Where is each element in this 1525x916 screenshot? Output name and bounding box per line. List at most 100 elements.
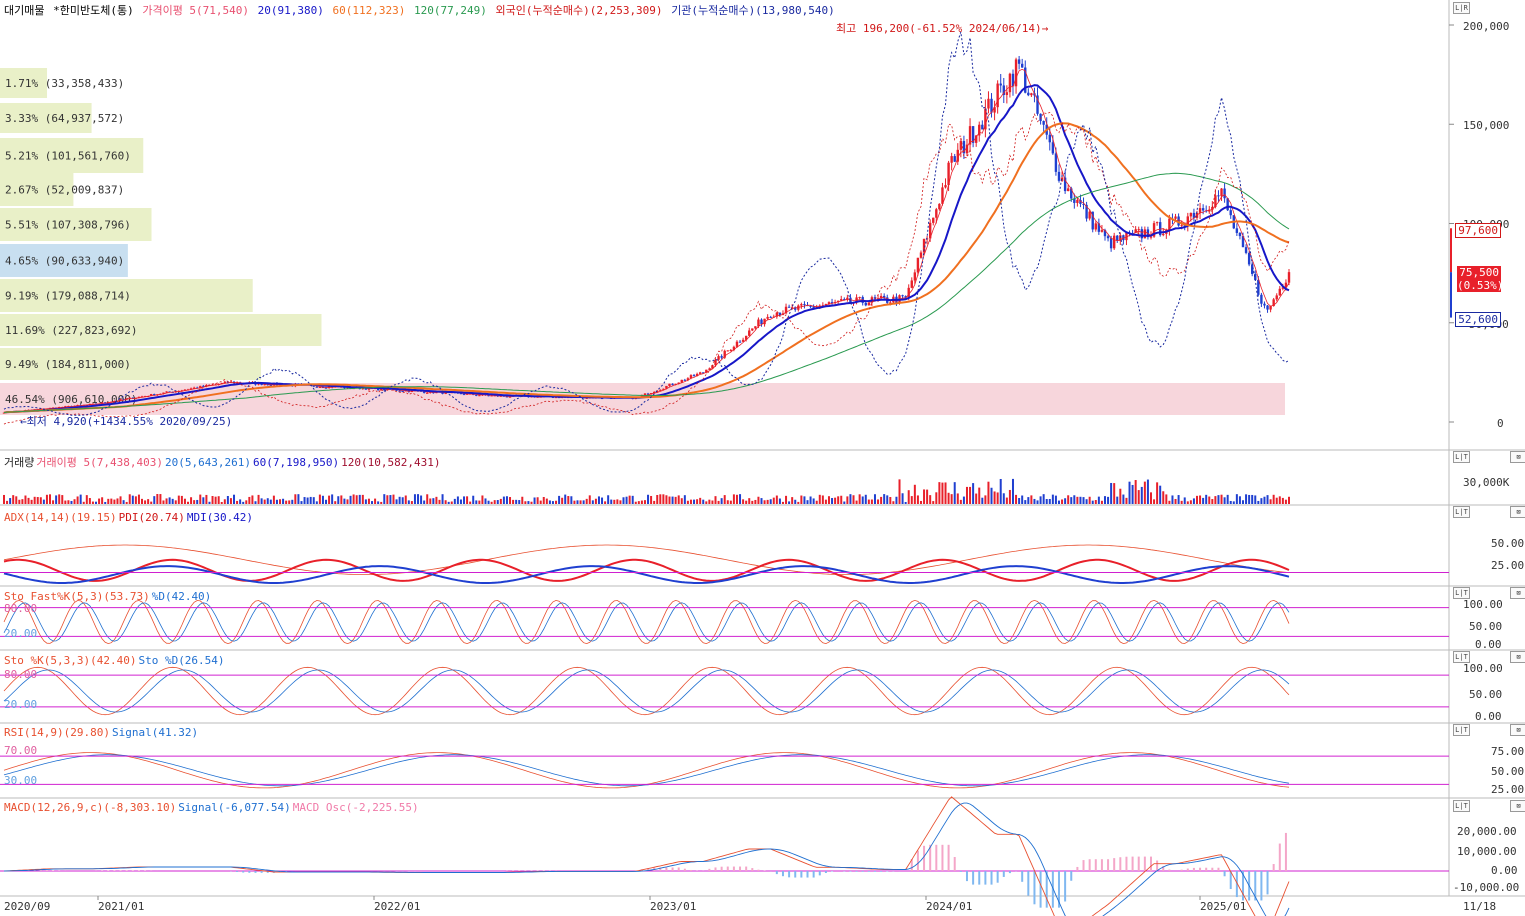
volume-bar: [1036, 500, 1039, 504]
candle-body: [803, 304, 806, 306]
volume-bar: [984, 495, 987, 504]
hv-0: 거래량: [4, 456, 35, 469]
volume-bar: [1140, 486, 1143, 504]
volume-bar: [361, 494, 364, 504]
macd-osc-bar: [1223, 871, 1226, 877]
volume-bar: [536, 497, 539, 504]
volume-bar: [1005, 497, 1008, 504]
panel-btn[interactable]: L|T: [1453, 451, 1470, 463]
panel-btn[interactable]: L|T: [1453, 506, 1470, 518]
candle-body: [818, 305, 821, 307]
volume-bar: [742, 499, 745, 504]
candle-body: [1137, 229, 1140, 231]
panel-btn[interactable]: L|T: [1453, 587, 1470, 599]
candle-body: [1020, 63, 1024, 68]
macd-osc-bar: [137, 870, 140, 871]
x-label: 11/18: [1463, 900, 1497, 913]
candle-body: [981, 124, 984, 130]
candle-body: [318, 387, 322, 389]
candle-body: [1085, 204, 1088, 219]
volume-bar: [76, 496, 79, 504]
volume-bar: [463, 496, 466, 504]
panel-btn[interactable]: L|T: [1453, 651, 1470, 663]
volume-bar: [898, 479, 901, 504]
panel-close[interactable]: ⊠: [1510, 506, 1525, 518]
volume-bar: [1042, 494, 1045, 504]
macd-axis-label: 20,000.00: [1457, 825, 1517, 838]
candle-body: [1247, 252, 1251, 265]
panel-close[interactable]: ⊠: [1510, 587, 1525, 599]
panel-btn[interactable]: L|R: [1453, 2, 1470, 14]
volume-bar: [98, 498, 101, 504]
volume-bar: [1085, 499, 1088, 504]
volume-bar: [383, 494, 386, 504]
macd-osc-bar: [1192, 867, 1195, 871]
volume-bar: [27, 497, 30, 504]
volume-bar: [487, 500, 490, 504]
volume-bar: [683, 495, 686, 504]
volume-bar: [493, 500, 496, 504]
volume-bar: [932, 501, 935, 504]
candle-body: [840, 299, 843, 301]
candle-body: [1168, 218, 1171, 231]
volume-bar: [459, 499, 462, 504]
volume-bar: [187, 501, 190, 504]
candle-body: [968, 126, 972, 145]
candle-body: [956, 149, 959, 162]
volume-bar: [735, 494, 738, 504]
volume-bar: [806, 500, 809, 504]
volume-bar: [202, 497, 205, 504]
panel-close[interactable]: ⊠: [1510, 724, 1525, 736]
volume-bar: [217, 496, 220, 504]
panel-close[interactable]: ⊠: [1510, 651, 1525, 663]
volume-bar: [693, 499, 696, 504]
volume-bar: [1159, 485, 1162, 504]
volume-bar: [33, 496, 36, 504]
candle-body: [1220, 188, 1223, 197]
volume-bar: [564, 494, 567, 504]
volume-bar: [245, 500, 248, 504]
panel-close[interactable]: ⊠: [1510, 451, 1525, 463]
volume-bar: [1021, 495, 1024, 504]
candle-body: [1030, 93, 1033, 96]
panel-close[interactable]: ⊠: [1510, 800, 1525, 812]
volume-bar: [527, 501, 530, 504]
volume-profile-bar: [0, 314, 322, 346]
h-ma20: 20(91,380): [257, 4, 324, 17]
macd-osc-bar: [849, 871, 852, 872]
candle-body: [659, 389, 662, 391]
volume-bar: [73, 499, 76, 504]
volume-bar: [1091, 500, 1094, 504]
panel-btn[interactable]: L|T: [1453, 800, 1470, 812]
candle-body: [1272, 299, 1275, 306]
candle-body: [790, 307, 794, 309]
macd-osc-bar: [1260, 871, 1263, 901]
volume-bar: [355, 495, 358, 504]
volume-profile-bar: [0, 103, 92, 133]
level-label: 20.00: [4, 627, 38, 640]
volume-bar: [1272, 494, 1275, 504]
volume-bar: [104, 501, 107, 504]
candle-body: [787, 306, 791, 308]
panel-btn[interactable]: L|T: [1453, 724, 1470, 736]
macd-osc-bar: [1076, 866, 1079, 871]
candle-body: [189, 388, 193, 390]
macd-osc-bar: [708, 868, 711, 871]
volume-bar: [456, 496, 459, 504]
volume-bar: [1275, 497, 1278, 504]
candle-body: [1269, 305, 1272, 310]
volume-bar: [610, 499, 613, 504]
volume-bar: [705, 501, 708, 504]
volume-bar: [650, 495, 653, 504]
volume-bar: [1156, 482, 1159, 504]
candle-body: [889, 302, 892, 304]
volume-bar: [613, 499, 616, 504]
macd-osc-bar: [788, 871, 791, 878]
volume-bar: [300, 501, 303, 504]
macd-osc-bar: [242, 871, 245, 873]
candle-body: [1036, 95, 1039, 114]
volume-bar: [760, 498, 763, 504]
candle-body: [508, 396, 512, 398]
volume-bar: [944, 482, 947, 504]
